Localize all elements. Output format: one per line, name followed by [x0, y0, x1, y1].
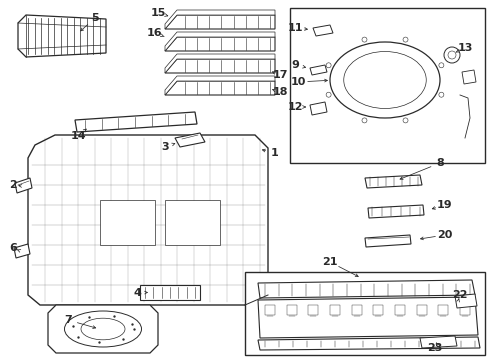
- Polygon shape: [364, 235, 410, 247]
- Text: 1: 1: [270, 148, 278, 158]
- Circle shape: [361, 118, 366, 123]
- Text: 4: 4: [133, 288, 141, 298]
- Ellipse shape: [329, 42, 439, 118]
- Polygon shape: [364, 175, 421, 188]
- Text: 16: 16: [147, 28, 163, 38]
- Text: 12: 12: [286, 102, 302, 112]
- Ellipse shape: [81, 318, 125, 340]
- Polygon shape: [367, 205, 423, 218]
- Polygon shape: [18, 15, 106, 57]
- Text: 6: 6: [9, 243, 17, 253]
- Polygon shape: [164, 81, 274, 95]
- Polygon shape: [258, 280, 474, 298]
- Ellipse shape: [343, 51, 426, 108]
- Text: 2: 2: [9, 180, 17, 190]
- Polygon shape: [14, 244, 30, 258]
- Circle shape: [325, 63, 330, 68]
- Text: 21: 21: [322, 257, 337, 267]
- Polygon shape: [461, 70, 475, 84]
- Bar: [100, 200, 155, 245]
- Text: 9: 9: [290, 60, 298, 70]
- Circle shape: [438, 92, 443, 97]
- Polygon shape: [15, 178, 32, 193]
- Text: 13: 13: [456, 43, 472, 53]
- Polygon shape: [164, 54, 274, 73]
- Polygon shape: [164, 10, 274, 29]
- Text: 8: 8: [435, 158, 443, 168]
- Polygon shape: [258, 297, 477, 338]
- Polygon shape: [312, 25, 332, 36]
- Polygon shape: [309, 102, 326, 115]
- Text: 20: 20: [436, 230, 452, 240]
- Text: 7: 7: [64, 315, 72, 325]
- Ellipse shape: [64, 311, 141, 347]
- Polygon shape: [437, 305, 447, 315]
- Polygon shape: [419, 336, 456, 348]
- Polygon shape: [454, 294, 476, 308]
- Polygon shape: [416, 305, 426, 315]
- Polygon shape: [264, 305, 274, 315]
- Polygon shape: [329, 305, 339, 315]
- Circle shape: [402, 118, 407, 123]
- Polygon shape: [351, 305, 361, 315]
- Circle shape: [361, 37, 366, 42]
- Polygon shape: [372, 305, 383, 315]
- Polygon shape: [164, 59, 274, 73]
- Polygon shape: [140, 285, 200, 300]
- Text: 18: 18: [272, 87, 287, 97]
- Polygon shape: [28, 135, 267, 305]
- Bar: [289, 8, 484, 163]
- Text: 15: 15: [150, 8, 165, 18]
- Polygon shape: [75, 112, 197, 132]
- Polygon shape: [164, 32, 274, 51]
- Text: 23: 23: [427, 343, 442, 353]
- Circle shape: [438, 63, 443, 68]
- Circle shape: [402, 37, 407, 42]
- Bar: [164, 200, 220, 245]
- Text: 22: 22: [451, 290, 467, 300]
- Polygon shape: [175, 133, 204, 147]
- Polygon shape: [164, 37, 274, 51]
- Circle shape: [325, 92, 330, 97]
- Polygon shape: [48, 305, 158, 353]
- Text: 10: 10: [290, 77, 305, 87]
- Text: 5: 5: [91, 13, 99, 23]
- Circle shape: [447, 51, 455, 59]
- Polygon shape: [164, 76, 274, 95]
- Polygon shape: [394, 305, 404, 315]
- Text: 3: 3: [161, 142, 168, 152]
- Bar: [244, 272, 484, 355]
- Circle shape: [443, 47, 459, 63]
- Text: 17: 17: [272, 70, 287, 80]
- Polygon shape: [459, 305, 469, 315]
- Text: 14: 14: [70, 131, 85, 141]
- Polygon shape: [308, 305, 318, 315]
- Polygon shape: [258, 337, 479, 350]
- Text: 11: 11: [286, 23, 302, 33]
- Polygon shape: [309, 65, 326, 75]
- Polygon shape: [286, 305, 296, 315]
- Text: 19: 19: [436, 200, 452, 210]
- Polygon shape: [164, 15, 274, 29]
